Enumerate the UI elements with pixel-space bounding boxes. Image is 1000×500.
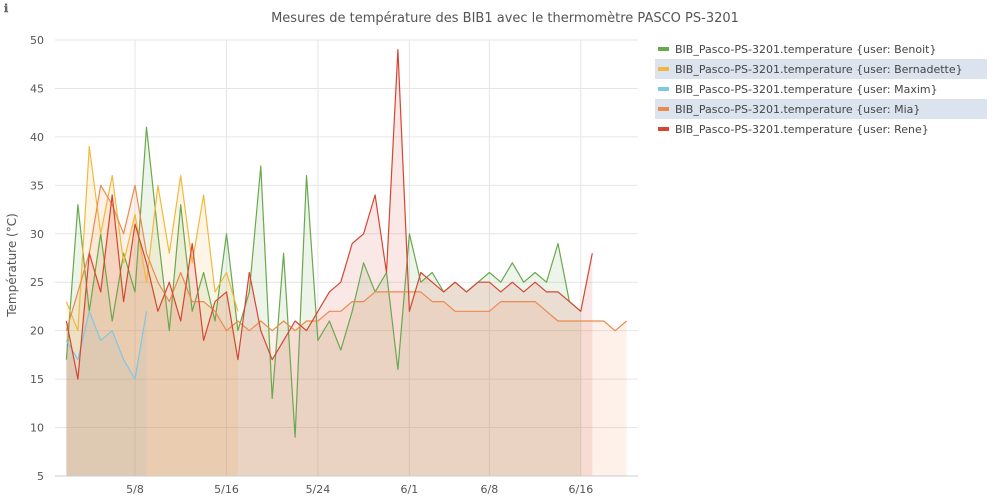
x-tick-label: 5/24 [306, 483, 331, 496]
legend-item[interactable]: BIB_Pasco-PS-3201.temperature {user: Max… [658, 83, 938, 96]
series-area-4 [66, 49, 593, 476]
legend-item[interactable]: BIB_Pasco-PS-3201.temperature {user: Mia… [655, 99, 987, 119]
series-line-1 [65, 146, 239, 332]
x-tick-label: 5/8 [126, 483, 144, 496]
y-tick-label: 5 [37, 470, 44, 483]
legend-item[interactable]: BIB_Pasco-PS-3201.temperature {user: Ren… [658, 123, 929, 136]
legend-label: BIB_Pasco-PS-3201.temperature {user: Ren… [675, 123, 929, 136]
y-tick-label: 15 [30, 373, 44, 386]
y-axis-label: Température (°C) [5, 213, 19, 318]
legend: BIB_Pasco-PS-3201.temperature {user: Ben… [655, 43, 987, 136]
chart-title: Mesures de température des BIB1 avec le … [271, 11, 739, 26]
y-tick-label: 50 [30, 34, 44, 47]
y-tick-label: 20 [30, 325, 44, 338]
series-area-0 [66, 127, 581, 476]
legend-swatch [658, 107, 669, 111]
x-tick-label: 6/1 [401, 483, 419, 496]
series-line-0 [65, 126, 582, 438]
y-tick-label: 35 [30, 179, 44, 192]
legend-label: BIB_Pasco-PS-3201.temperature {user: Ber… [675, 63, 963, 76]
x-tick-label: 6/16 [568, 483, 593, 496]
legend-item[interactable]: BIB_Pasco-PS-3201.temperature {user: Ben… [658, 43, 937, 56]
series-lines [65, 49, 627, 438]
legend-swatch [658, 47, 669, 51]
legend-item[interactable]: BIB_Pasco-PS-3201.temperature {user: Ber… [655, 59, 987, 79]
x-tick-label: 5/16 [214, 483, 239, 496]
series-line-4 [65, 49, 593, 380]
series-area-1 [66, 146, 238, 476]
legend-highlight [655, 59, 987, 79]
y-tick-label: 10 [30, 422, 44, 435]
legend-label: BIB_Pasco-PS-3201.temperature {user: Mia… [675, 103, 920, 116]
legend-highlight [655, 99, 987, 119]
series-area-2 [66, 311, 147, 476]
legend-swatch [658, 87, 669, 91]
legend-label: BIB_Pasco-PS-3201.temperature {user: Max… [675, 83, 938, 96]
y-tick-label: 45 [30, 82, 44, 95]
info-icon[interactable]: ℹ [4, 2, 9, 15]
legend-swatch [658, 67, 669, 71]
x-tick-label: 6/8 [481, 483, 499, 496]
y-tick-label: 40 [30, 131, 44, 144]
legend-swatch [658, 127, 669, 131]
y-tick-label: 30 [30, 228, 44, 241]
series-line-3 [65, 184, 627, 332]
legend-label: BIB_Pasco-PS-3201.temperature {user: Ben… [675, 43, 937, 56]
y-tick-label: 25 [30, 276, 44, 289]
axes: 5 10 15 20 25 30 35 40 45 50 5/8 5/16 5/24 6/1 6/8 6/16 [30, 34, 638, 496]
